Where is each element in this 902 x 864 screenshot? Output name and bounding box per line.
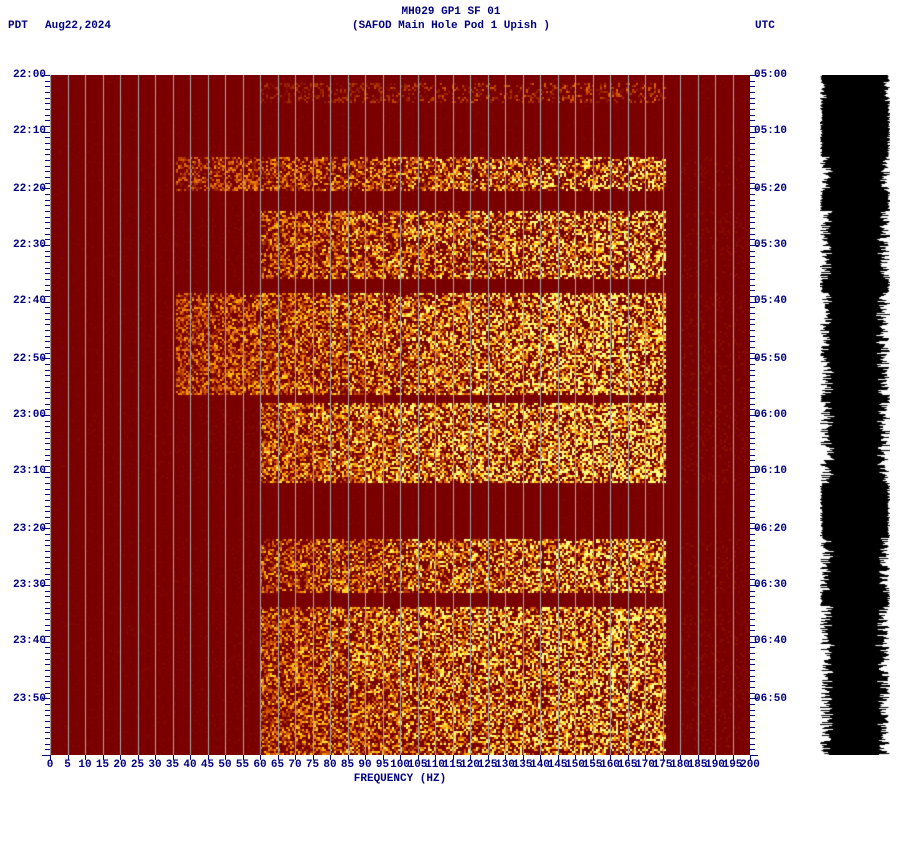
x-tick-label: 75	[306, 759, 319, 771]
y-tick-right-label: 06:00	[754, 409, 787, 421]
x-tick-label: 35	[166, 759, 179, 771]
y-tick-right-label: 06:30	[754, 579, 787, 591]
x-tick-label: 5	[64, 759, 71, 771]
x-tick-label: 20	[113, 759, 126, 771]
x-tick-label: 50	[218, 759, 231, 771]
x-tick-label: 60	[253, 759, 266, 771]
y-tick-right-label: 05:30	[754, 239, 787, 251]
date-label: Aug22,2024	[45, 20, 111, 32]
x-tick-label: 80	[323, 759, 336, 771]
chart-container: MH029 GP1 SF 01 (SAFOD Main Hole Pod 1 U…	[0, 0, 902, 864]
x-tick-label: 70	[288, 759, 301, 771]
spectrogram-plot: 22:0005:0022:1005:1022:2005:2022:3005:30…	[50, 75, 750, 755]
amplitude-side-panel	[820, 75, 890, 755]
x-tick-label: 200	[740, 759, 760, 771]
left-timezone-label: PDT	[8, 20, 28, 32]
y-tick-right-label: 05:40	[754, 295, 787, 307]
x-tick-label: 85	[341, 759, 354, 771]
chart-title-line1: MH029 GP1 SF 01	[0, 6, 902, 18]
x-tick-label: 10	[78, 759, 91, 771]
amplitude-canvas	[820, 75, 890, 755]
y-tick-right-label: 06:20	[754, 523, 787, 535]
x-tick-label: 30	[148, 759, 161, 771]
x-axis-label: FREQUENCY (HZ)	[50, 773, 750, 785]
x-tick-label: 0	[47, 759, 54, 771]
right-timezone-label: UTC	[755, 20, 775, 32]
x-tick-label: 25	[131, 759, 144, 771]
y-tick-right-label: 05:10	[754, 125, 787, 137]
x-tick-label: 15	[96, 759, 109, 771]
x-tick-label: 55	[236, 759, 249, 771]
y-tick-right-label: 06:10	[754, 465, 787, 477]
y-tick-right-label: 06:40	[754, 635, 787, 647]
y-tick-right-label: 05:50	[754, 353, 787, 365]
x-tick-label: 65	[271, 759, 284, 771]
x-tick-label: 45	[201, 759, 214, 771]
x-tick-label: 95	[376, 759, 389, 771]
x-tick-label: 90	[358, 759, 371, 771]
spectrogram-canvas	[50, 75, 750, 755]
y-tick-right-label: 06:50	[754, 693, 787, 705]
y-tick-right-label: 05:00	[754, 69, 787, 81]
y-tick-right-label: 05:20	[754, 183, 787, 195]
x-tick-label: 40	[183, 759, 196, 771]
